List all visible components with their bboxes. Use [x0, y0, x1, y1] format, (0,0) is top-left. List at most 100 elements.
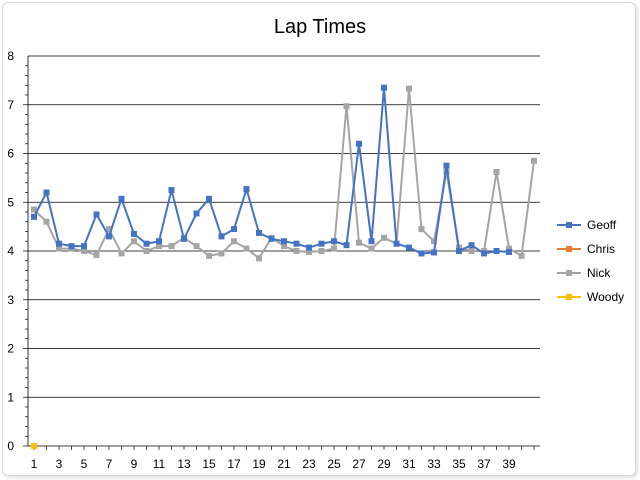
data-point-geoff	[181, 235, 187, 242]
data-point-geoff	[468, 242, 475, 249]
x-tick-label: 37	[477, 457, 491, 471]
data-point-nick	[368, 245, 375, 252]
data-point-nick	[331, 245, 337, 252]
data-point-geoff	[268, 235, 275, 242]
data-point-nick	[193, 243, 200, 250]
legend-marker-chris	[566, 246, 572, 252]
x-tick-label: 15	[202, 457, 216, 471]
data-point-geoff	[293, 240, 300, 247]
data-point-geoff	[443, 162, 450, 169]
legend-label-nick: Nick	[587, 266, 611, 280]
data-point-geoff	[343, 242, 350, 249]
data-point-geoff	[118, 195, 125, 202]
legend-label-geoff: Geoff	[587, 218, 617, 232]
data-point-woody	[31, 443, 37, 449]
data-point-geoff	[406, 244, 412, 251]
data-point-nick	[231, 238, 237, 245]
data-point-nick	[418, 226, 425, 233]
data-point-nick	[56, 245, 62, 252]
y-tick-label: 1	[7, 390, 14, 404]
x-tick-label: 33	[427, 457, 441, 471]
data-point-nick	[306, 248, 312, 255]
data-point-nick	[93, 251, 100, 258]
data-point-nick	[156, 243, 162, 250]
axes	[23, 56, 540, 450]
x-tick-label: 9	[131, 457, 138, 471]
legend-marker-geoff	[566, 222, 572, 228]
y-tick-label: 0	[7, 439, 14, 453]
data-point-geoff	[256, 229, 262, 236]
data-point-nick	[356, 239, 362, 246]
data-point-geoff	[56, 240, 62, 247]
y-tick-label: 3	[7, 293, 14, 307]
x-tick-label: 23	[302, 457, 316, 471]
data-point-nick	[256, 255, 262, 262]
x-tick-label: 27	[352, 457, 366, 471]
y-tick-label: 6	[7, 147, 14, 161]
x-tick-label: 7	[106, 457, 113, 471]
data-point-nick	[168, 243, 175, 250]
data-point-nick	[518, 252, 525, 259]
data-point-nick	[106, 226, 112, 233]
data-point-geoff	[431, 249, 437, 256]
x-tick-label: 17	[227, 457, 241, 471]
data-point-nick	[143, 248, 150, 254]
data-point-geoff	[368, 238, 375, 245]
data-point-nick	[131, 238, 137, 245]
x-tick-label: 1	[31, 457, 38, 471]
data-point-nick	[381, 234, 387, 241]
series-line-nick	[33, 88, 535, 260]
x-tick-label: 31	[402, 457, 416, 471]
x-tick-label: 25	[327, 457, 341, 471]
data-point-nick	[118, 250, 125, 257]
x-tick-label: 29	[377, 457, 391, 471]
data-point-nick	[318, 248, 325, 254]
data-point-nick	[293, 248, 300, 254]
y-tick-label: 5	[7, 195, 14, 209]
y-tick-label: 8	[7, 49, 14, 63]
data-point-geoff	[493, 248, 500, 254]
legend-marker-woody	[566, 294, 572, 300]
data-point-geoff	[131, 230, 137, 237]
x-tick-label: 5	[81, 457, 88, 471]
data-point-geoff	[356, 140, 362, 147]
series-lines	[31, 84, 537, 449]
x-tick-label: 21	[277, 457, 291, 471]
data-point-nick	[31, 206, 37, 213]
x-tick-labels: 1 3 5 7 9 11 13 15 17 19 21 23 25 27 29 31 33 35 37 39	[31, 457, 516, 471]
data-point-nick	[43, 218, 50, 225]
legend-label-chris: Chris	[587, 242, 615, 256]
series-line-geoff	[33, 87, 510, 255]
data-point-nick	[81, 248, 87, 254]
data-point-nick	[243, 245, 250, 252]
chart-title: Lap Times	[274, 16, 366, 38]
data-point-geoff	[381, 84, 387, 91]
legend: Geoff Chris Nick Woody	[557, 218, 624, 304]
data-point-nick	[206, 252, 212, 259]
data-point-geoff	[68, 243, 75, 250]
data-point-geoff	[143, 240, 150, 247]
y-tick-labels: 0 1 2 3 4 5 6 7 8	[7, 49, 14, 453]
data-point-geoff	[243, 186, 250, 193]
x-tick-label: 35	[452, 457, 466, 471]
data-point-geoff	[231, 226, 237, 233]
data-point-nick	[493, 169, 500, 176]
y-tick-label: 4	[7, 244, 14, 258]
y-tick-label: 2	[7, 342, 14, 356]
data-point-nick	[406, 85, 412, 92]
gridlines	[28, 55, 540, 398]
data-point-geoff	[218, 233, 225, 240]
data-point-geoff	[306, 244, 312, 251]
x-tick-label: 13	[177, 457, 191, 471]
data-point-geoff	[393, 240, 400, 247]
data-point-nick	[468, 248, 475, 254]
legend-marker-nick	[566, 270, 572, 276]
data-point-geoff	[93, 211, 100, 218]
data-point-geoff	[156, 238, 162, 245]
data-point-nick	[343, 103, 350, 110]
data-point-geoff	[418, 250, 425, 257]
x-tick-label: 11	[153, 457, 166, 471]
data-point-nick	[506, 245, 512, 252]
data-point-nick	[431, 238, 437, 245]
